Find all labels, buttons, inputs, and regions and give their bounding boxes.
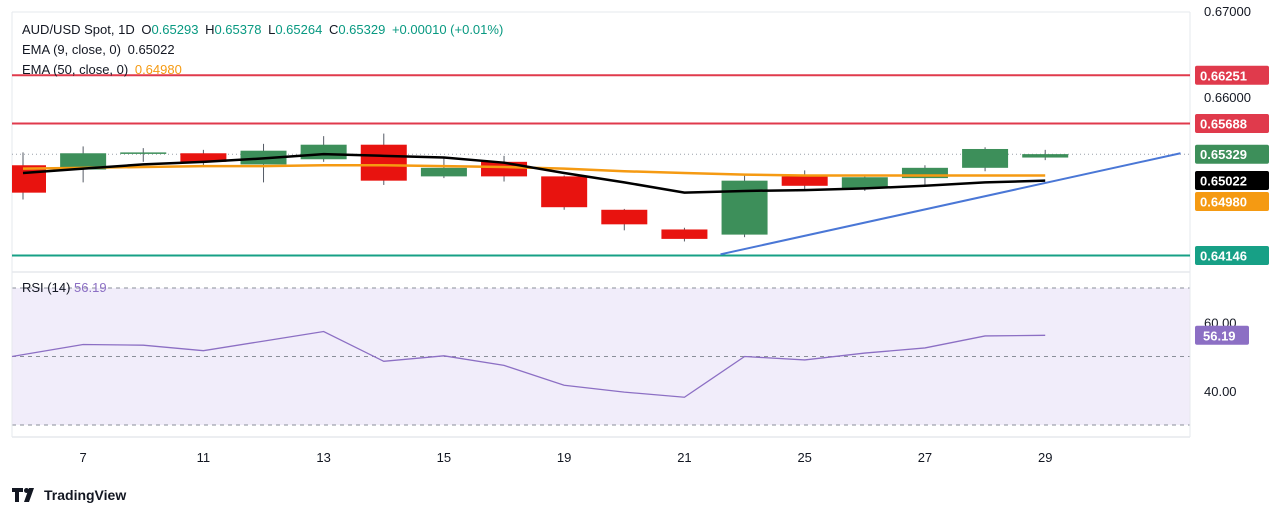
price-tag-label: 0.64980 bbox=[1200, 194, 1247, 209]
rsi-polyline bbox=[11, 330, 1046, 398]
rsi-axis-label: 40.00 bbox=[1204, 384, 1237, 399]
close-label: C bbox=[328, 22, 339, 37]
x-tick-label: 19 bbox=[557, 450, 571, 465]
price-tag bbox=[1195, 65, 1269, 85]
candle-up bbox=[120, 152, 167, 154]
rsi-tag-label: 56.19 bbox=[1203, 328, 1236, 343]
price-tag bbox=[1195, 245, 1269, 265]
ema9-line bbox=[22, 152, 1046, 194]
ema50-legend: EMA (50, close, 0) 0.64980 bbox=[22, 60, 185, 80]
close-value: 0.65329 bbox=[338, 22, 386, 37]
change-value: +0.00010 (+0.01%) bbox=[391, 22, 504, 37]
rsi-label: RSI (14) bbox=[22, 280, 71, 295]
price-tag bbox=[1195, 191, 1269, 211]
ohlc-legend: AUD/USD Spot, 1D O0.65293 H0.65378 L0.65… bbox=[22, 20, 506, 40]
price-tags: 0.66251 0.65688 0.65329 0.65022 0.64980 0.641… bbox=[1195, 65, 1269, 345]
price-axis-label: 0.66000 bbox=[1204, 90, 1251, 105]
symbol-label: AUD/USD Spot, 1D bbox=[22, 22, 135, 37]
price-tag bbox=[1195, 113, 1269, 133]
candle-down bbox=[781, 176, 828, 186]
candle-up bbox=[420, 167, 467, 177]
open-value: 0.65293 bbox=[151, 22, 199, 37]
rsi-line bbox=[11, 330, 1046, 398]
rsi-pane-background bbox=[12, 287, 1190, 426]
candle-up bbox=[962, 148, 1009, 168]
x-tick-label: 11 bbox=[197, 450, 211, 465]
candle-up bbox=[901, 167, 948, 179]
candle-up bbox=[721, 180, 768, 235]
candle-down bbox=[601, 209, 648, 225]
price-tag-label: 0.66251 bbox=[1200, 68, 1247, 83]
x-tick-label: 27 bbox=[918, 450, 932, 465]
price-tag bbox=[1195, 170, 1269, 190]
rsi-band bbox=[12, 288, 1190, 425]
high-value: 0.65378 bbox=[214, 22, 262, 37]
price-tag-label: 0.64146 bbox=[1200, 248, 1247, 263]
candle-up bbox=[841, 177, 888, 189]
rsi-legend: RSI (14) 56.19 bbox=[22, 280, 107, 295]
tradingview-logo-icon bbox=[12, 488, 34, 502]
ema9-value: 0.65022 bbox=[127, 42, 175, 57]
tradingview-brand: TradingView bbox=[44, 487, 127, 503]
trendline bbox=[720, 152, 1181, 256]
ema9-label: EMA (9, close, 0) bbox=[22, 42, 121, 57]
ema50-label: EMA (50, close, 0) bbox=[22, 62, 129, 77]
price-tag bbox=[1195, 144, 1269, 164]
candle-down bbox=[661, 229, 708, 239]
candle-down bbox=[360, 144, 407, 181]
axes: 7 11 13 15 19 21 25 27 290.670000.6600060.0040.0… bbox=[80, 4, 1251, 465]
price-tag-label: 0.65329 bbox=[1200, 147, 1247, 162]
candlesticks bbox=[12, 133, 1069, 242]
candle-down bbox=[180, 153, 227, 162]
ema-lines bbox=[22, 152, 1046, 194]
low-value: 0.65264 bbox=[275, 22, 323, 37]
price-tag-label: 0.65022 bbox=[1200, 173, 1247, 188]
candle-up bbox=[60, 153, 107, 170]
candle-down bbox=[541, 176, 588, 208]
ema9-legend: EMA (9, close, 0) 0.65022 bbox=[22, 40, 178, 60]
x-tick-label: 7 bbox=[80, 450, 87, 465]
ema50-value: 0.64980 bbox=[134, 62, 182, 77]
low-label: L bbox=[268, 22, 276, 37]
high-label: H bbox=[205, 22, 215, 37]
x-tick-label: 29 bbox=[1038, 450, 1052, 465]
rsi-tag bbox=[1195, 325, 1249, 345]
price-tag-label: 0.65688 bbox=[1200, 116, 1247, 131]
tradingview-logo[interactable]: TradingView bbox=[12, 484, 126, 506]
price-axis-label: 0.67000 bbox=[1204, 4, 1251, 19]
candle-down bbox=[481, 161, 528, 177]
chart-grid bbox=[11, 11, 1191, 438]
candle-up bbox=[1022, 154, 1069, 158]
x-tick-label: 15 bbox=[437, 450, 451, 465]
rsi-value: 56.19 bbox=[74, 280, 107, 295]
x-tick-label: 25 bbox=[797, 450, 811, 465]
x-tick-label: 21 bbox=[677, 450, 691, 465]
candle-up bbox=[300, 144, 347, 160]
open-label: O bbox=[141, 22, 152, 37]
x-tick-label: 13 bbox=[316, 450, 330, 465]
